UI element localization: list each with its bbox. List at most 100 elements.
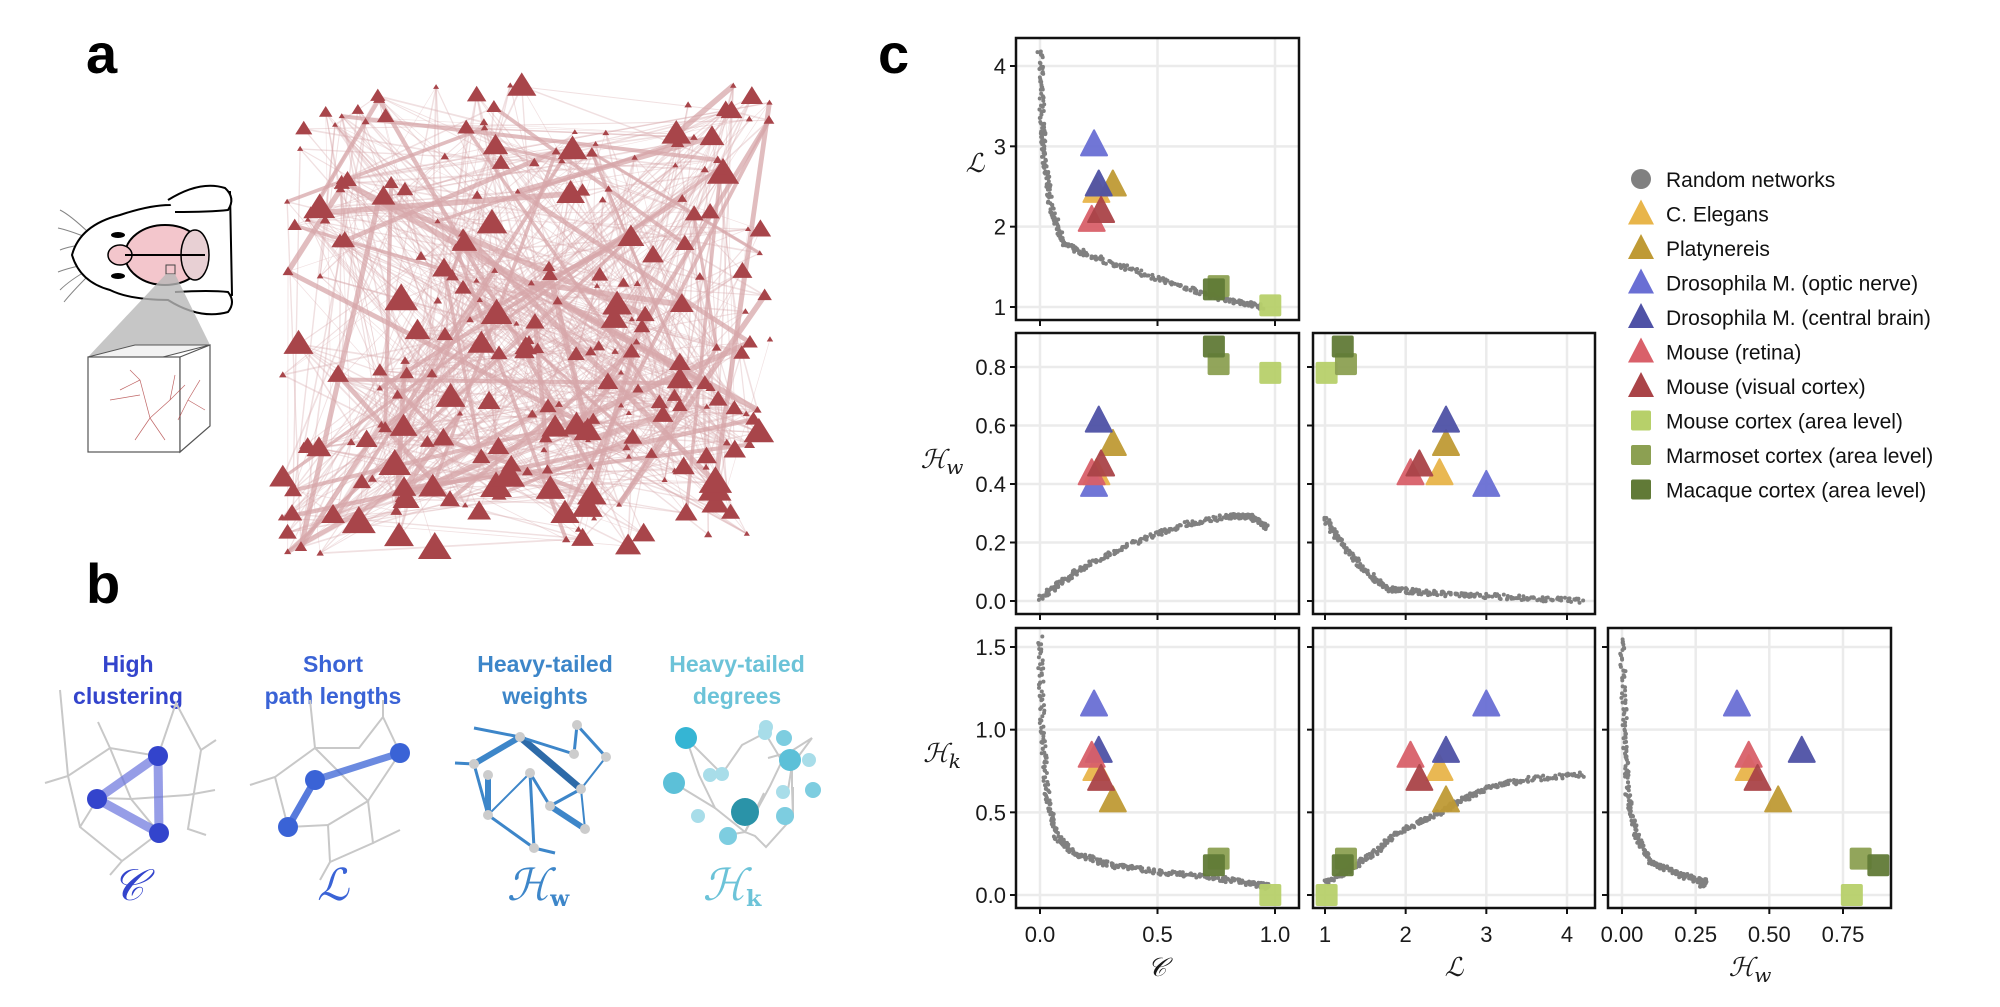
- random-network-point: [1047, 184, 1052, 189]
- network-edge: [339, 241, 453, 277]
- random-networks-cloud: [1322, 770, 1586, 886]
- network-edge: [481, 343, 750, 446]
- network-edge: [318, 413, 533, 450]
- random-network-point: [1252, 518, 1257, 523]
- symbol-Hk: ℋk: [703, 860, 762, 912]
- legend-triangle-icon: [1628, 337, 1654, 363]
- y-tick-label: 0.6: [975, 414, 1006, 439]
- network-node-triangle: [632, 338, 641, 345]
- network-node-triangle: [377, 420, 386, 428]
- random-network-point: [1581, 598, 1586, 603]
- network-edge: [590, 142, 679, 352]
- network-node-triangle: [616, 501, 623, 507]
- random-network-point: [1040, 135, 1045, 140]
- network-edge: [557, 300, 742, 353]
- random-network-point: [1332, 532, 1337, 537]
- network-edge: [443, 395, 675, 440]
- random-network-point: [1656, 862, 1661, 867]
- network-node-triangle: [602, 290, 633, 315]
- network-node-triangle: [304, 216, 311, 222]
- network-edge: [557, 300, 736, 451]
- network-node-triangle: [574, 526, 582, 532]
- random-network-point: [1171, 870, 1176, 875]
- network-edge: [563, 119, 771, 515]
- random-network-point: [1039, 725, 1044, 730]
- random-network-point: [1566, 773, 1571, 778]
- network-node-triangle: [672, 456, 695, 475]
- network-edge: [398, 441, 429, 537]
- random-network-point: [1040, 87, 1045, 92]
- random-network-point: [1223, 880, 1228, 885]
- network-edge: [521, 86, 681, 364]
- network-node-triangle: [426, 368, 438, 378]
- network-edge: [476, 280, 706, 385]
- network-edge: [548, 266, 586, 425]
- y-tick-label: 2: [994, 215, 1006, 240]
- network-node-triangle: [661, 119, 692, 144]
- network-node-triangle: [628, 316, 635, 322]
- random-network-point: [1687, 874, 1692, 879]
- y-tick-label: 0.2: [975, 531, 1006, 556]
- network-node-triangle: [435, 382, 466, 407]
- random-network-point: [1081, 253, 1086, 258]
- network-node-triangle: [551, 147, 561, 155]
- random-network-point: [1355, 558, 1360, 563]
- network-edge: [292, 148, 301, 491]
- path-title-line2: path lengths: [265, 683, 402, 709]
- random-network-point: [1138, 537, 1143, 542]
- network-node-triangle: [466, 316, 474, 323]
- random-network-point: [1040, 160, 1045, 165]
- random-networks-cloud: [1036, 512, 1270, 602]
- random-network-point: [1501, 592, 1506, 597]
- network-node-triangle: [631, 154, 638, 160]
- x-tick-label: 4: [1561, 922, 1573, 947]
- network-edge: [444, 95, 478, 335]
- random-network-point: [1494, 785, 1499, 790]
- network-node-triangle: [730, 82, 737, 88]
- network-node-triangle: [491, 487, 507, 500]
- network-node-triangle: [466, 85, 487, 102]
- panel-C-vs-L: 1 2 3 4: [994, 36, 1301, 326]
- random-network-point: [1576, 774, 1581, 779]
- network-node-triangle: [666, 388, 683, 401]
- network-node-triangle: [677, 193, 688, 202]
- network-node-triangle: [732, 261, 753, 278]
- network-node-triangle: [367, 474, 377, 482]
- network-edge: [676, 96, 753, 135]
- y-tick-label: 0.5: [975, 800, 1006, 825]
- network-edge: [404, 189, 422, 257]
- random-network-point: [1062, 577, 1067, 582]
- random-network-point: [1040, 66, 1045, 71]
- random-network-point: [1038, 115, 1043, 120]
- random-network-point: [1160, 870, 1165, 875]
- random-networks-cloud: [1036, 634, 1271, 891]
- network-node-triangle: [341, 506, 376, 534]
- random-network-point: [1661, 868, 1666, 873]
- random-network-point: [1514, 780, 1519, 785]
- random-network-point: [1668, 868, 1673, 873]
- y-axis-title-Hk-main: ℋ: [923, 739, 953, 769]
- network-node-triangle: [454, 279, 472, 294]
- random-network-point: [1040, 730, 1045, 735]
- legend-label: Platynereis: [1666, 238, 1770, 261]
- network-edge: [632, 437, 716, 483]
- network-node-triangle: [370, 88, 386, 101]
- random-network-point: [1037, 721, 1042, 726]
- random-network-point: [1069, 575, 1074, 580]
- network-edge: [637, 388, 715, 491]
- random-network-point: [1051, 812, 1056, 817]
- random-network-point: [1035, 50, 1040, 55]
- network-edge: [310, 211, 711, 214]
- random-network-point: [1188, 288, 1193, 293]
- network-edge: [343, 149, 558, 243]
- network-node-triangle: [705, 382, 716, 392]
- random-network-point: [1046, 589, 1051, 594]
- network-edge: [462, 287, 746, 313]
- network-edge: [575, 157, 636, 355]
- network-edge: [679, 405, 751, 446]
- network-edge: [319, 413, 461, 554]
- network-edge: [294, 182, 392, 226]
- network-node-triangle: [586, 463, 595, 470]
- random-network-point: [1041, 164, 1046, 169]
- x-tick-label: 1: [1319, 922, 1331, 947]
